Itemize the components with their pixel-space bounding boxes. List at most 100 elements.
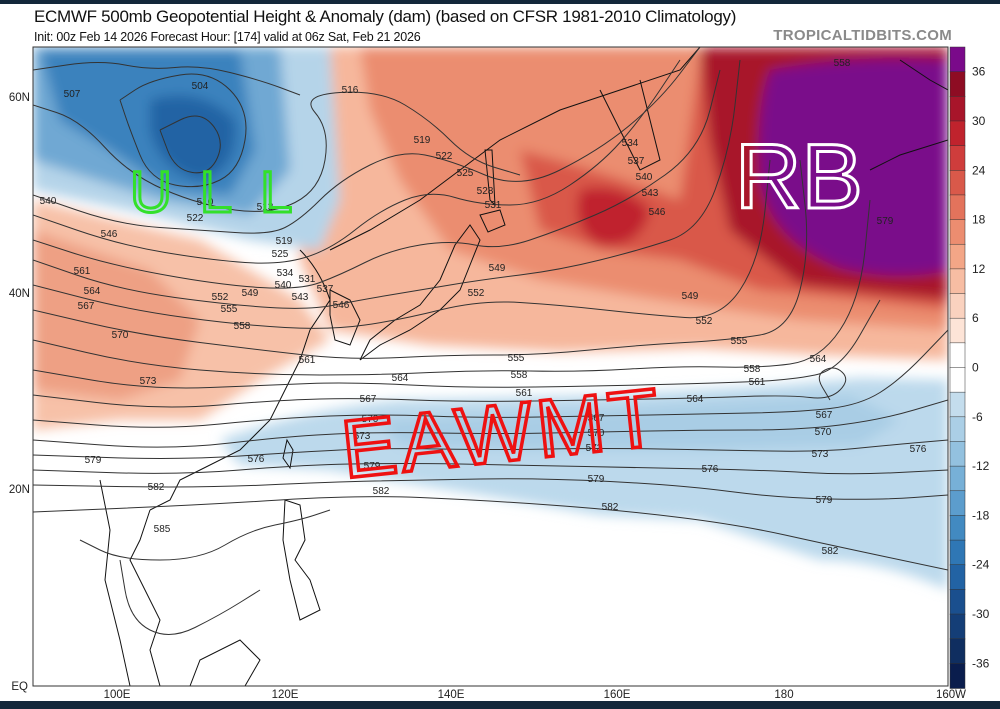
height-contour	[33, 299, 881, 389]
contour-label: 582	[148, 482, 165, 493]
contour-label: 570	[815, 427, 832, 438]
contour-label: 582	[602, 502, 619, 513]
contour-label: 519	[414, 135, 431, 146]
coastline-indochina	[99, 479, 161, 686]
contour-label: 582	[822, 546, 839, 557]
colorbar-bin	[949, 145, 966, 172]
colorbar-tick-label: 36	[972, 65, 986, 79]
contour-label: 558	[511, 370, 528, 381]
contour-label: 543	[642, 188, 659, 199]
height-contour	[33, 47, 701, 234]
contour-label: 579	[877, 216, 894, 227]
contour-label: 546	[649, 207, 666, 218]
colorbar-bin	[949, 268, 966, 295]
height-contour	[33, 59, 681, 264]
coastline-hokkaido	[479, 209, 506, 233]
contour-label: 555	[731, 336, 748, 347]
colorbar-bin	[949, 613, 966, 640]
contour-label: 516	[342, 85, 359, 96]
colorbar-bin	[949, 589, 966, 615]
colorbar-bin	[949, 317, 966, 344]
contour-label: 543	[292, 292, 309, 303]
contour-label: 558	[234, 321, 251, 332]
contour-label: 555	[508, 353, 525, 364]
height-contour	[33, 439, 948, 459]
annotation-rb: RB	[735, 126, 863, 228]
contour-label: 522	[436, 151, 453, 162]
coastline-kamchatka	[599, 79, 661, 171]
lon-label: 100E	[104, 689, 131, 701]
colorbar-bin	[949, 71, 966, 98]
contour-label: 585	[154, 524, 171, 535]
height-contour	[33, 399, 948, 448]
contour-label: 570	[112, 330, 129, 341]
lat-label: 40N	[9, 288, 30, 300]
contour-label: 534	[622, 138, 639, 149]
bottom-bar	[0, 701, 1000, 709]
contour-label: 549	[489, 263, 506, 274]
colorbar-tick-label: 0	[972, 361, 979, 375]
annotation-ull: ULL	[130, 160, 320, 225]
contour-label: 579	[816, 495, 833, 506]
contour-label: 567	[816, 410, 833, 421]
colorbar-bin	[949, 441, 966, 467]
contour-label: 537	[628, 156, 645, 167]
colorbar-bin	[949, 367, 966, 393]
contour-label: 570	[362, 414, 379, 425]
coastline-taiwan	[282, 438, 294, 470]
height-contour	[33, 367, 847, 408]
colorbar-tick-label: -18	[972, 508, 990, 522]
contour-label: 525	[457, 168, 474, 179]
longitude-labels: 100E 120E 140E 160E 180 160W	[104, 689, 967, 701]
positive-anomaly	[33, 230, 200, 400]
colorbar-bin	[949, 564, 966, 591]
height-contour	[119, 73, 247, 188]
colorbar-bin	[949, 219, 966, 245]
colorbar: 36 30 24 18 12 6 0 -6 -12 -18 -24 -30 -36	[949, 46, 990, 689]
contour-label: 567	[78, 301, 95, 312]
contour-label: 561	[749, 377, 766, 388]
contour-label: 528	[477, 186, 494, 197]
coastline-russia	[329, 47, 701, 251]
colorbar-bin	[949, 293, 966, 319]
colorbar-bin	[949, 46, 966, 73]
colorbar-tick-label: 18	[972, 213, 986, 227]
colorbar-tick-label: -6	[972, 410, 983, 424]
lon-label: 120E	[272, 689, 299, 701]
contour-label: 576	[702, 464, 719, 475]
contour-label: 564	[392, 373, 409, 384]
map-frame	[32, 46, 949, 687]
lat-label: EQ	[11, 681, 28, 693]
contour-label: 504	[192, 81, 209, 92]
positive-anomaly	[577, 187, 650, 246]
height-contour	[119, 559, 261, 635]
colorbar-bin	[949, 170, 966, 196]
colorbar-tick-label: -36	[972, 656, 990, 670]
contour-label: 567	[588, 413, 605, 424]
coastline-philippines	[282, 499, 321, 621]
contour-label: 549	[242, 288, 259, 299]
lon-label: 160W	[936, 689, 966, 701]
lat-label: 60N	[9, 92, 30, 104]
height-contours	[33, 47, 948, 635]
contour-label: 564	[810, 354, 827, 365]
contour-label: 525	[272, 249, 289, 260]
coastline-borneo	[189, 639, 261, 686]
contour-label: 540	[275, 280, 292, 291]
contour-label: 576	[248, 454, 265, 465]
colorbar-bin	[949, 391, 966, 418]
contour-label: 552	[696, 316, 713, 327]
colorbar-bin	[949, 663, 966, 689]
lon-label: 140E	[438, 689, 465, 701]
colorbar-bin	[949, 465, 966, 492]
contour-label: 531	[299, 274, 316, 285]
colorbar-tick-label: 24	[972, 163, 986, 177]
contour-label: 582	[373, 486, 390, 497]
contour-label: 540	[636, 172, 653, 183]
colorbar-tick-label: 30	[972, 114, 986, 128]
height-contour	[33, 62, 301, 96]
contour-label: 549	[682, 291, 699, 302]
contour-label: 534	[277, 268, 294, 279]
contour-label: 576	[910, 444, 927, 455]
